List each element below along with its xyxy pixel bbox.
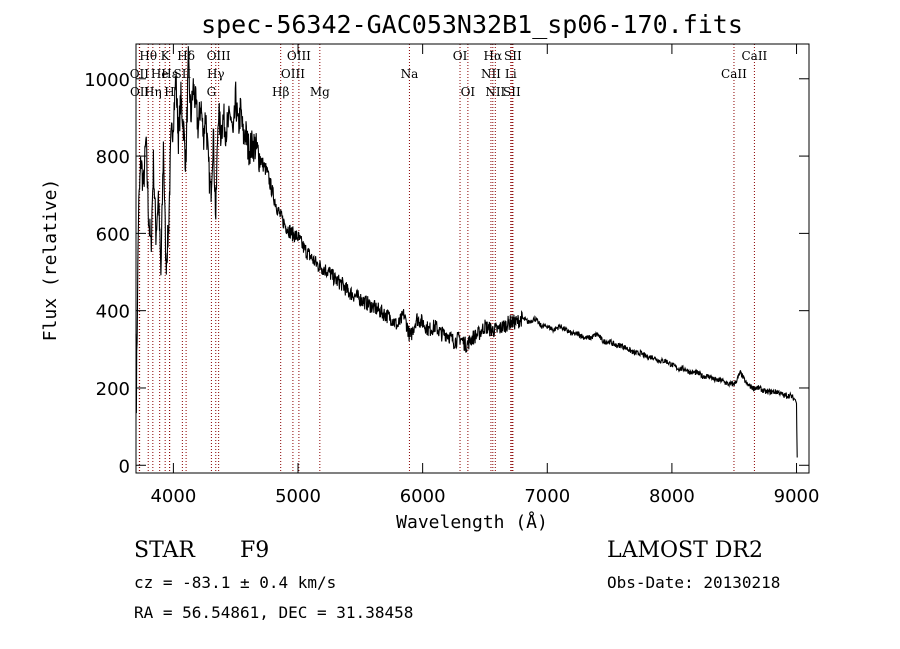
redshift-text: cz = -83.1 ± 0.4 km/s (134, 573, 337, 592)
survey-label: LAMOST DR2 (607, 538, 763, 563)
plot-frame (135, 43, 810, 474)
line-marker-label: OIII (287, 49, 311, 63)
y-tick-label: 1000 (84, 70, 130, 91)
x-tick-label: 6000 (400, 486, 446, 507)
line-marker-label: G (207, 85, 217, 99)
line-marker-label: OII (130, 67, 150, 81)
class-label: STAR (134, 538, 195, 563)
y-axis-label: Flux (relative) (40, 179, 61, 342)
line-marker-label: OIII (281, 67, 305, 81)
y-tick-label: 400 (96, 302, 130, 323)
coordinates-text: RA = 56.54861, DEC = 31.38458 (134, 603, 414, 622)
line-marker-label: Hα (484, 49, 503, 63)
line-marker-label: Hγ (207, 67, 225, 81)
line-marker-label: OI (461, 85, 476, 99)
x-tick-label: 5000 (275, 486, 321, 507)
chart-title: spec-56342-GAC053N32B1_sp06-170.fits (201, 10, 743, 39)
line-markers (138, 44, 755, 473)
line-marker-label: K (161, 49, 171, 63)
line-marker-label: He (151, 67, 169, 81)
line-marker-label: Mg (310, 85, 330, 99)
line-marker-label: SII (504, 49, 522, 63)
x-tick-label: 8000 (649, 486, 695, 507)
subclass-label: F9 (240, 538, 270, 563)
line-marker-label: OII (130, 85, 150, 99)
line-marker-label: Hε (161, 67, 178, 81)
x-axis-label: Wavelength (Å) (396, 511, 548, 533)
line-marker-label: Hδ (177, 49, 195, 63)
x-tick-label: 4000 (150, 486, 196, 507)
line-marker-label: CaII (721, 67, 747, 81)
line-marker-label: Hθ (139, 49, 157, 63)
line-marker-label: H (164, 85, 174, 99)
line-marker-label: SII (503, 85, 521, 99)
y-tick-label: 600 (96, 224, 130, 245)
x-tick-label: 9000 (774, 486, 820, 507)
spectrum-line (135, 46, 798, 458)
line-marker-label: NII (481, 67, 501, 81)
y-tick-label: 200 (96, 379, 130, 400)
line-marker-label: NII (485, 85, 505, 99)
line-marker-label: OI (453, 49, 468, 63)
line-marker-label: SII (174, 67, 192, 81)
line-marker-label: Hβ (272, 85, 289, 99)
line-marker-label: OIII (207, 49, 231, 63)
line-marker-label: Li (505, 67, 517, 81)
x-axis-ticks: 4000 5000 6000 7000 8000 9000 (150, 44, 819, 507)
y-axis-ticks: 0 200 400 600 800 1000 (84, 70, 809, 477)
y-tick-label: 0 (119, 456, 130, 477)
obs-date-text: Obs-Date: 20130218 (607, 573, 781, 592)
y-tick-label: 800 (96, 147, 130, 168)
line-marker-label: CaII (741, 49, 767, 63)
line-marker-label: Hη (144, 85, 162, 99)
line-marker-label: Na (401, 67, 419, 81)
x-tick-label: 7000 (524, 486, 570, 507)
